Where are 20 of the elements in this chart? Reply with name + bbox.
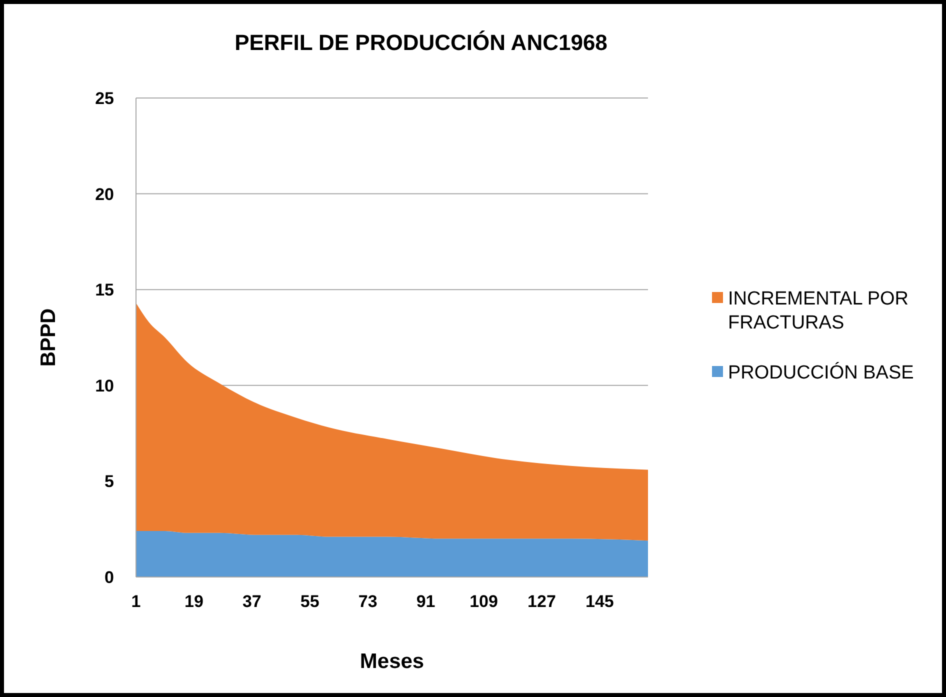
y-tick-label: 25	[95, 88, 114, 108]
x-axis-title: Meses	[360, 650, 424, 673]
x-tick-label: 19	[184, 592, 204, 611]
x-tick-label: 37	[242, 592, 262, 611]
x-tick-label: 55	[300, 592, 320, 611]
y-tick-label: 15	[95, 280, 114, 300]
x-tick-label: 73	[358, 592, 378, 611]
x-tick-label: 127	[528, 592, 556, 611]
y-tick-label: 10	[95, 376, 114, 396]
y-tick-label: 20	[95, 184, 114, 204]
chart-title: PERFIL DE PRODUCCIÓN ANC1968	[234, 30, 608, 55]
x-tick-label: 1	[131, 592, 141, 611]
x-tick-label: 109	[470, 592, 498, 611]
x-tick-label: 145	[586, 592, 614, 611]
y-tick-label: 5	[104, 472, 114, 492]
legend-label: INCREMENTAL POR FRACTURAS	[728, 288, 909, 334]
y-axis-title: BPPD	[37, 308, 60, 367]
y-tick-label: 0	[104, 568, 114, 587]
legend-label: PRODUCCIÓN BASE	[728, 362, 914, 384]
x-tick-label: 91	[416, 592, 436, 611]
